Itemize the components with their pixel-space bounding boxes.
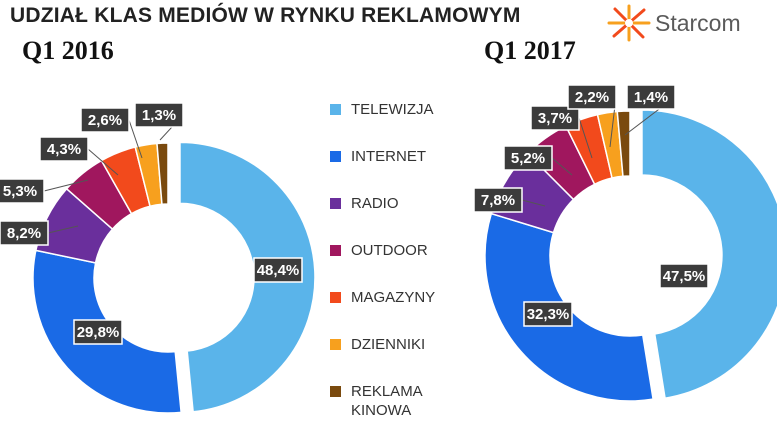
legend-label: TELEWIZJA: [351, 101, 434, 118]
legend-swatch: [330, 339, 341, 350]
data-label-radio: 8,2%: [0, 220, 49, 246]
legend-swatch: [330, 151, 341, 162]
data-label-text: 47,5%: [663, 268, 706, 285]
slice-reklama-kinowa: [616, 110, 631, 178]
data-label-text: 3,7%: [538, 110, 572, 127]
data-label-outdoor: 5,2%: [503, 145, 553, 171]
starcom-logo: Starcom: [606, 4, 776, 42]
legend-label: INTERNET: [351, 148, 426, 165]
slice-reklama-kinowa: [156, 142, 169, 206]
leader-line-radio: [47, 225, 79, 234]
leader-line-radio: [521, 199, 546, 207]
chart-subtitle-q1-2017: Q1 2017: [484, 36, 576, 65]
data-label-text: 1,4%: [634, 89, 668, 106]
legend-swatch: [330, 245, 341, 256]
data-label-text: 2,2%: [575, 89, 609, 106]
donut-q1-2017: 47,5% 32,3% 7,8% 5,2% 3,7%2,2% 1,4%: [473, 84, 777, 402]
data-label-text: 1,3%: [142, 107, 176, 124]
logo-text: Starcom: [655, 10, 741, 36]
data-label-outdoor: 5,3%: [0, 178, 45, 204]
data-label-reklama-kinowa: 1,3%: [134, 102, 184, 128]
slice-telewizja: [641, 109, 777, 400]
starburst-icon: [607, 4, 651, 42]
data-label-text: 2,6%: [88, 112, 122, 129]
legend-label: MAGAZYNY: [351, 289, 436, 306]
leader-line-outdoor: [43, 179, 89, 192]
slice-telewizja: [179, 141, 316, 413]
legend-label: DZIENNIKI: [351, 336, 426, 353]
data-label-text: 32,3%: [527, 306, 570, 323]
data-label-dzienniki: 2,2%: [567, 84, 617, 110]
legend-label: REKLAMA KINOWA: [351, 383, 422, 419]
data-label-reklama-kinowa: 1,4%: [626, 84, 676, 110]
leader-line-magazyny: [578, 117, 593, 159]
donut-q1-2016: 48,4% 29,8% 8,2% 5,3% 4,3% 2,6% 1,3%: [0, 102, 316, 414]
chart-title: UDZIAŁ KLAS MEDIÓW W RYNKU REKLAMOWYM: [10, 4, 521, 27]
data-label-magazyny: 3,7%: [530, 105, 580, 131]
data-label-radio: 7,8%: [473, 187, 523, 213]
data-label-text: 8,2%: [7, 225, 41, 242]
leader-line-dzienniki: [128, 119, 143, 159]
data-label-text: 29,8%: [77, 324, 120, 341]
data-label-text: 4,3%: [47, 141, 81, 158]
data-label-text: 48,4%: [257, 262, 300, 279]
legend-swatch: [330, 292, 341, 303]
data-label-text: 5,3%: [3, 183, 37, 200]
legend-swatch: [330, 104, 341, 115]
data-label-internet: 29,8%: [73, 319, 123, 345]
leader-line-magazyny: [87, 148, 119, 176]
data-label-dzienniki: 2,6%: [80, 107, 130, 133]
legend-swatch: [330, 386, 341, 397]
data-label-magazyny: 4,3%: [39, 136, 89, 162]
data-label-text: 7,8%: [481, 192, 515, 209]
leader-line-outdoor: [551, 157, 573, 176]
legend-label: OUTDOOR: [351, 242, 428, 259]
chart-subtitle-q1-2016: Q1 2016: [22, 36, 114, 65]
legend-swatch: [330, 198, 341, 209]
data-label-telewizja: 47,5%: [659, 263, 709, 289]
slice-internet: [484, 212, 654, 402]
legend-label: RADIO: [351, 195, 399, 212]
data-label-internet: 32,3%: [523, 301, 573, 327]
data-label-telewizja: 48,4%: [253, 257, 303, 283]
data-label-text: 5,2%: [511, 150, 545, 167]
